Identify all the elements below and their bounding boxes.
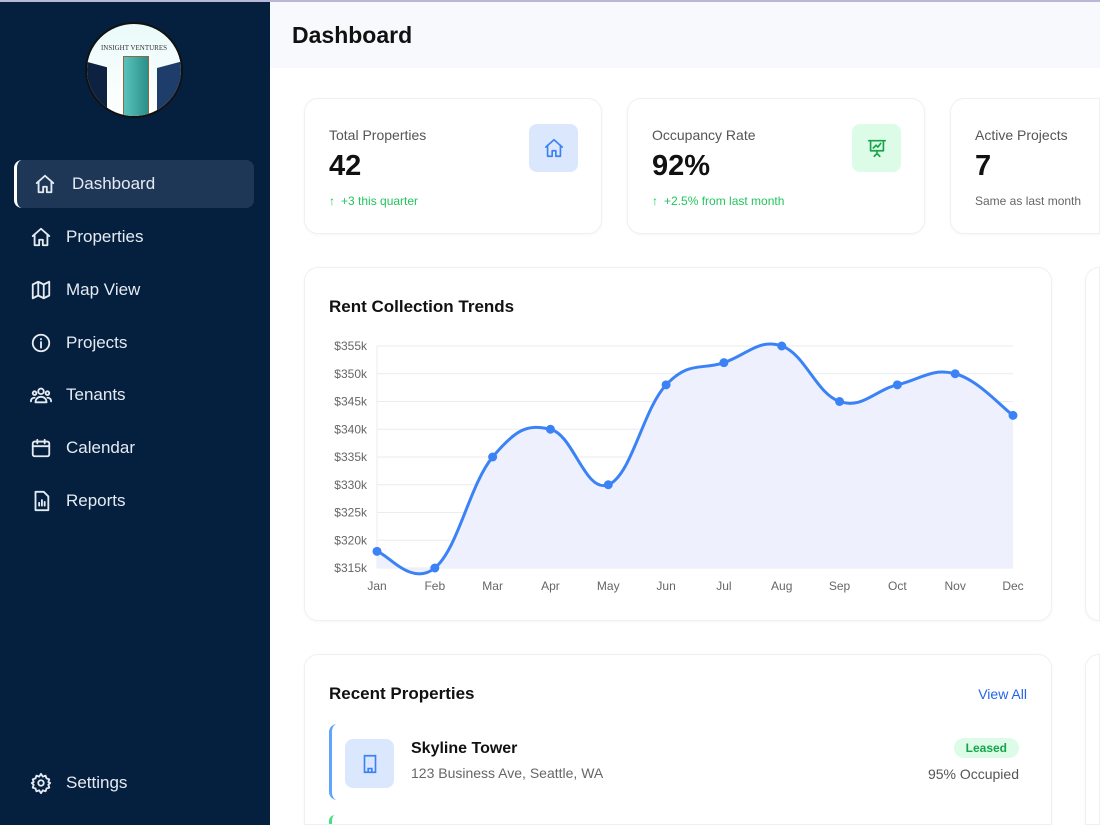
y-tick-label: $355k <box>334 339 368 353</box>
x-tick-label: Jan <box>367 579 386 593</box>
property-item-partial[interactable] <box>329 815 335 824</box>
sidebar-item-label: Settings <box>66 773 128 792</box>
data-point <box>950 369 960 379</box>
stat-label: Total Properties <box>329 127 427 143</box>
arrow-up-icon: ↑ <box>652 194 658 208</box>
stat-card-total-properties: Total Properties 42 ↑ +3 this quarter <box>304 98 602 234</box>
sidebar-item-label: Reports <box>66 491 126 510</box>
x-tick-label: Oct <box>888 579 907 593</box>
y-tick-label: $320k <box>334 533 368 547</box>
stat-change: ↑ +2.5% from last month <box>652 194 784 208</box>
data-point <box>777 341 787 351</box>
x-tick-label: Jul <box>716 579 731 593</box>
y-tick-label: $350k <box>334 367 368 381</box>
side-card <box>1085 267 1100 621</box>
home-icon <box>31 227 51 247</box>
x-tick-label: Dec <box>1002 579 1023 593</box>
area-fill <box>377 343 1013 574</box>
data-point <box>719 358 729 368</box>
home-icon <box>529 124 578 172</box>
sidebar-item-label: Projects <box>66 333 128 352</box>
recent-properties-card: Recent Properties View All Skyline Tower… <box>304 654 1052 825</box>
users-icon <box>30 387 52 404</box>
rent-chart: $315k $320k $325k $330k $335k $340k $345k $350k… <box>334 339 1023 593</box>
sidebar: INSIGHT VENTURES Dashboard Properties Ma… <box>0 0 270 825</box>
property-name: Skyline Tower <box>411 740 518 757</box>
stat-label: Active Projects <box>975 127 1068 143</box>
sidebar-item-properties[interactable]: Properties <box>14 213 254 261</box>
sidebar-item-projects[interactable]: Projects <box>14 319 254 367</box>
status-badge: Leased <box>953 738 1019 758</box>
map-icon <box>31 280 51 300</box>
recent-title: Recent Properties <box>329 684 475 703</box>
stat-change: ↑ +3 this quarter <box>329 194 418 208</box>
stat-change: Same as last month <box>975 194 1082 208</box>
data-point <box>835 397 845 406</box>
sidebar-item-settings[interactable]: Settings <box>14 759 254 807</box>
main-content: Total Properties 42 ↑ +3 this quarter Occ… <box>270 68 1100 825</box>
data-point <box>1008 410 1018 420</box>
stat-card-occupancy-rate: Occupancy Rate 92% ↑ +2.5% from last mont… <box>627 98 925 234</box>
logo-text: INSIGHT VENTURES <box>100 44 168 52</box>
y-tick-label: $330k <box>334 478 368 492</box>
chart-title: Rent Collection Trends <box>329 297 515 316</box>
data-point <box>372 546 382 556</box>
stat-card-active-projects: Active Projects 7 Same as last month <box>950 98 1100 234</box>
stat-label: Occupancy Rate <box>652 127 756 143</box>
report-icon <box>34 490 50 512</box>
y-tick-label: $315k <box>334 561 368 575</box>
sidebar-item-reports[interactable]: Reports <box>14 477 254 525</box>
calendar-icon <box>31 438 51 458</box>
sidebar-item-map-view[interactable]: Map View <box>14 266 254 314</box>
stat-value: 42 <box>329 150 362 182</box>
sidebar-item-tenants[interactable]: Tenants <box>14 371 254 419</box>
home-icon <box>35 174 55 194</box>
stat-change-text: +3 this quarter <box>341 194 419 208</box>
data-point <box>545 424 555 434</box>
arrow-up-icon: ↑ <box>329 194 335 208</box>
building-icon <box>345 739 394 788</box>
stat-value: 92% <box>652 150 711 182</box>
x-tick-label: Apr <box>541 579 560 593</box>
x-tick-label: May <box>597 579 620 593</box>
sidebar-item-label: Tenants <box>66 385 126 404</box>
y-tick-label: $335k <box>334 450 368 464</box>
x-tick-label: Mar <box>482 579 503 593</box>
x-tick-label: Aug <box>771 579 792 593</box>
side-card <box>1085 654 1100 825</box>
header: Dashboard <box>270 0 1100 68</box>
page-title: Dashboard <box>292 22 413 48</box>
logo[interactable]: INSIGHT VENTURES <box>85 22 183 118</box>
x-tick-label: Jun <box>656 579 675 593</box>
y-tick-label: $340k <box>334 422 368 436</box>
data-point <box>430 563 440 573</box>
property-address: 123 Business Ave, Seattle, WA <box>411 765 604 781</box>
sidebar-item-label: Dashboard <box>72 174 156 193</box>
stat-change-text: +2.5% from last month <box>664 194 785 208</box>
data-point <box>488 452 498 462</box>
data-point <box>661 380 671 390</box>
presentation-chart-icon <box>852 124 901 172</box>
property-item[interactable]: Skyline Tower 123 Business Ave, Seattle,… <box>329 724 1029 800</box>
view-all-link[interactable]: View All <box>978 686 1027 702</box>
x-tick-label: Sep <box>829 579 851 593</box>
sidebar-item-calendar[interactable]: Calendar <box>14 424 254 472</box>
sidebar-item-label: Map View <box>66 280 141 299</box>
y-tick-label: $345k <box>334 395 368 409</box>
x-tick-label: Nov <box>945 579 966 593</box>
data-point <box>603 480 613 490</box>
sidebar-item-label: Properties <box>66 227 144 246</box>
rent-collection-chart-card: Rent Collection Trends $315k $320k $325k $3… <box>304 267 1052 621</box>
property-occupancy: 95% Occupied <box>927 766 1019 782</box>
x-tick-label: Feb <box>424 579 445 593</box>
info-icon <box>31 333 51 353</box>
y-tick-label: $325k <box>334 506 368 520</box>
sidebar-item-dashboard[interactable]: Dashboard <box>14 160 254 208</box>
data-point <box>892 380 902 390</box>
stat-value: 7 <box>975 150 992 182</box>
gear-icon <box>30 772 52 794</box>
sidebar-item-label: Calendar <box>66 438 135 457</box>
